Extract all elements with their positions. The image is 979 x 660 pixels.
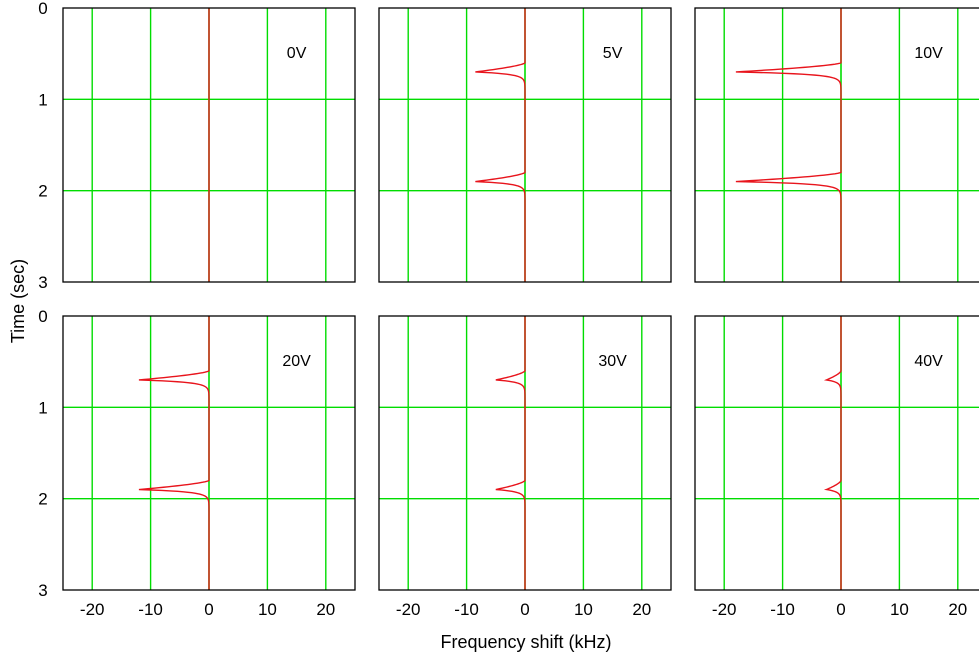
y-axis-label: Time (sec) xyxy=(8,259,28,343)
panel-frame xyxy=(62,7,356,283)
x-tick-label: 20 xyxy=(632,600,651,619)
y-tick-label: 1 xyxy=(38,398,47,417)
panel-0V: 0V 0 1 2 3 xyxy=(38,0,356,292)
x-tick-label: 0 xyxy=(520,600,529,619)
x-tick-label: -10 xyxy=(138,600,163,619)
trace-5V xyxy=(475,8,526,282)
panel-label: 0V xyxy=(287,45,307,62)
trace-40V xyxy=(823,316,842,590)
y-tick-label: 2 xyxy=(38,490,47,509)
panel-label: 30V xyxy=(598,353,627,370)
x-tick-label: -10 xyxy=(454,600,479,619)
y-tick-label: 0 xyxy=(38,0,47,18)
panel-10V: 10V xyxy=(694,7,979,283)
x-tick-label: 0 xyxy=(836,600,845,619)
y-tick-label: 3 xyxy=(38,581,47,600)
trace-10V xyxy=(735,8,842,282)
panel-5V: 5V xyxy=(378,7,672,283)
x-axis-label: Frequency shift (kHz) xyxy=(440,632,611,652)
x-tick-label: 20 xyxy=(948,600,967,619)
y-tick-label: 1 xyxy=(38,90,47,109)
panel-label: 10V xyxy=(914,45,943,62)
x-tick-label: -20 xyxy=(396,600,421,619)
x-tick-label: 10 xyxy=(574,600,593,619)
panel-20V: 20V 0 1 2 3 -20 -10 0 10 20 xyxy=(38,307,356,619)
x-tick-label: -20 xyxy=(80,600,105,619)
y-tick-label: 2 xyxy=(38,182,47,201)
panel-label: 20V xyxy=(282,353,311,370)
panel-label: 5V xyxy=(603,45,623,62)
x-tick-label: -10 xyxy=(770,600,795,619)
y-tick-label: 3 xyxy=(38,273,47,292)
trace-30V xyxy=(495,316,526,590)
panel-frame xyxy=(62,315,356,591)
panel-frame xyxy=(378,315,672,591)
x-tick-label: 10 xyxy=(890,600,909,619)
x-tick-label: 10 xyxy=(258,600,277,619)
x-tick-label: 20 xyxy=(316,600,335,619)
panel-frame xyxy=(378,7,672,283)
panel-40V: 40V -20 -10 0 10 20 xyxy=(694,315,979,619)
panel-frame xyxy=(694,7,979,283)
panel-frame xyxy=(694,315,979,591)
trace-20V xyxy=(138,316,210,590)
panel-30V: 30V -20 -10 0 10 20 xyxy=(378,315,672,619)
x-tick-label: 0 xyxy=(204,600,213,619)
y-tick-label: 0 xyxy=(38,307,47,326)
x-tick-label: -20 xyxy=(712,600,737,619)
panel-label: 40V xyxy=(914,353,943,370)
